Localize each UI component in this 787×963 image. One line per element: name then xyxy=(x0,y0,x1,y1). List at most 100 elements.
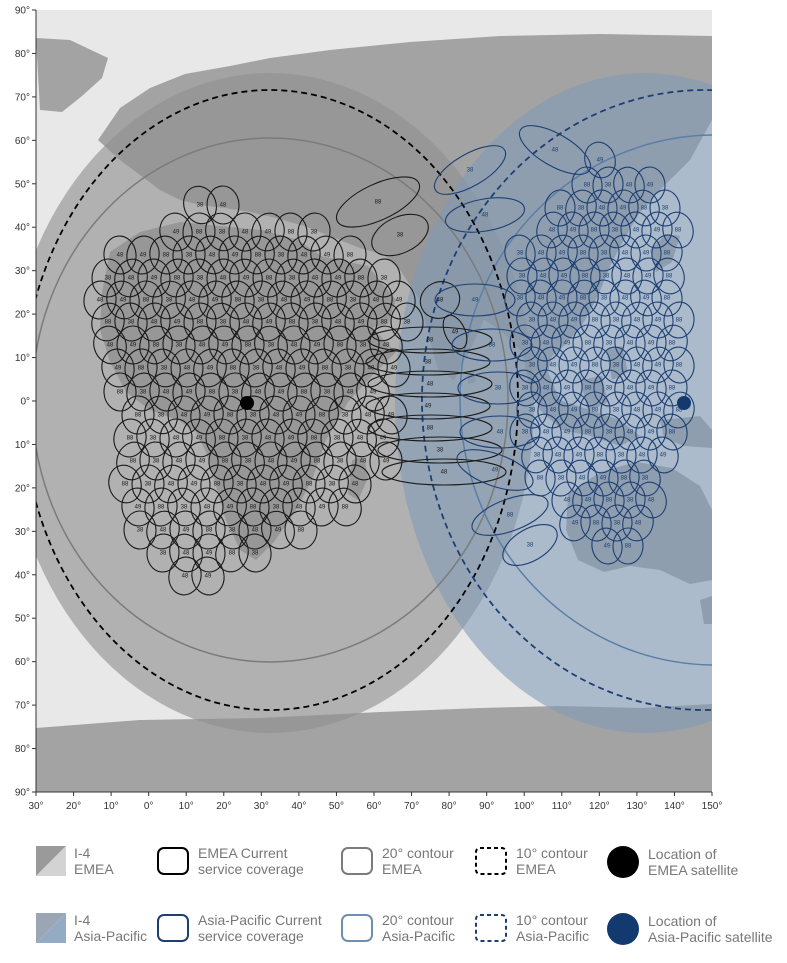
spot-beam-label: 38 xyxy=(614,521,621,527)
emea-20-contour xyxy=(36,137,509,663)
spot-beam-label: 48 xyxy=(209,253,216,259)
spot-beam xyxy=(566,459,598,497)
spot-beam xyxy=(580,504,612,542)
y-axis-tick-label: 50° xyxy=(15,179,30,190)
spot-beam-label: 48 xyxy=(255,390,262,396)
spot-beam-label: 38 xyxy=(578,206,585,212)
spot-beam-label: 48 xyxy=(183,551,190,557)
y-axis-tick-label: 60° xyxy=(15,136,30,147)
spot-beam xyxy=(611,257,643,295)
spot-beam-label: 88 xyxy=(143,298,150,304)
spot-beam xyxy=(536,211,568,249)
x-axis-tick-label: 140° xyxy=(664,801,685,812)
spot-beam-label: 88 xyxy=(427,338,434,344)
spot-beam xyxy=(525,279,557,317)
spot-beam-label: 88 xyxy=(584,183,591,189)
spot-beam-label: 49 xyxy=(370,390,377,396)
spot-beam-label: 48 xyxy=(163,390,170,396)
spot-beam-label: 48 xyxy=(335,320,342,326)
spot-beam xyxy=(614,324,646,362)
spot-beam-label: 38 xyxy=(529,363,536,369)
spot-beam-label: 49 xyxy=(232,253,239,259)
spot-beam-label: 88 xyxy=(301,390,308,396)
spot-beam-label: 49 xyxy=(648,386,655,392)
spot-beam xyxy=(313,280,347,320)
spot-beam xyxy=(331,348,365,388)
spot-beam xyxy=(300,325,334,365)
spot-beam-label: 48 xyxy=(243,320,250,326)
spot-beam xyxy=(167,487,201,527)
spot-beam xyxy=(215,533,249,573)
spot-beam-label: 88 xyxy=(298,528,305,534)
spot-beam-label: 49 xyxy=(115,366,122,372)
spot-beam xyxy=(103,235,137,275)
spot-beam-label: 48 xyxy=(176,459,183,465)
spot-beam xyxy=(537,346,569,384)
spot-beam xyxy=(213,395,247,435)
spot-beam xyxy=(238,533,272,573)
spot-beam-label: 49 xyxy=(278,390,285,396)
spot-beam-label: 48 xyxy=(220,203,227,209)
spot-beam-label: 88 xyxy=(342,505,349,511)
spot-beam-label: 88 xyxy=(675,228,682,234)
spot-beam xyxy=(367,302,401,342)
y-axis-tick-label: 70° xyxy=(15,701,30,712)
spot-beam xyxy=(172,372,206,412)
spot-beam-label: 49 xyxy=(383,459,390,465)
spot-beam xyxy=(336,280,370,320)
spot-beam-label: 38 xyxy=(558,476,565,482)
spot-beam xyxy=(656,369,688,407)
spot-beam xyxy=(160,302,194,342)
spot-beam xyxy=(185,325,219,365)
x-axis-tick-label: 30° xyxy=(28,801,43,812)
spot-beam xyxy=(241,372,275,412)
spot-beam xyxy=(274,418,308,458)
spot-beam-label: 49 xyxy=(265,230,272,236)
spot-beam-label: 38 xyxy=(229,528,236,534)
spot-beam xyxy=(591,527,623,565)
spot-beam xyxy=(557,211,589,249)
spot-beam xyxy=(116,441,150,481)
spot-beam-label: 48 xyxy=(291,343,298,349)
spot-beam xyxy=(284,510,318,550)
spot-beam-label: 38 xyxy=(350,298,357,304)
spot-beam xyxy=(504,279,536,317)
spot-beam-label: 88 xyxy=(250,505,257,511)
spot-beam-label: 38 xyxy=(289,276,296,282)
spot-beam xyxy=(287,372,321,412)
spot-beam-label: 38 xyxy=(425,360,432,366)
y-axis-tick-label: 30° xyxy=(15,266,30,277)
spot-beam-label: 48 xyxy=(220,276,227,282)
spot-beam-label: 88 xyxy=(666,274,673,280)
spot-beam xyxy=(584,436,616,474)
spot-beam-label: 48 xyxy=(543,430,550,436)
spot-beam-label: 49 xyxy=(572,521,579,527)
spot-beam xyxy=(236,487,270,527)
spot-beam xyxy=(641,211,673,249)
spot-beam-label: 38 xyxy=(606,341,613,347)
spot-beam xyxy=(310,372,344,412)
spot-beam xyxy=(169,510,203,550)
x-axis-tick-label: 80° xyxy=(442,801,457,812)
spot-beam-label: 38 xyxy=(342,413,349,419)
spot-beam xyxy=(504,234,536,272)
spot-beam-label: 88 xyxy=(606,498,613,504)
spot-beam xyxy=(600,346,632,384)
spot-beam-label: 88 xyxy=(311,436,318,442)
spot-beam xyxy=(509,324,541,362)
spot-beam-label: 48 xyxy=(182,574,189,580)
spot-beam-label: 49 xyxy=(314,343,321,349)
spot-beam-label: 49 xyxy=(212,298,219,304)
spot-beam xyxy=(208,441,242,481)
spot-beam-label: 88 xyxy=(557,206,564,212)
apac-20-contour xyxy=(459,134,712,666)
spot-beam-label: 49 xyxy=(206,551,213,557)
spot-beam xyxy=(546,234,578,272)
apac-10-contour xyxy=(421,89,712,711)
spot-beam xyxy=(571,166,603,204)
spot-beam-label: 88 xyxy=(163,253,170,259)
spot-beam xyxy=(651,234,683,272)
spot-beam-label: 48 xyxy=(555,453,562,459)
spot-beam-label: 38 xyxy=(160,551,167,557)
